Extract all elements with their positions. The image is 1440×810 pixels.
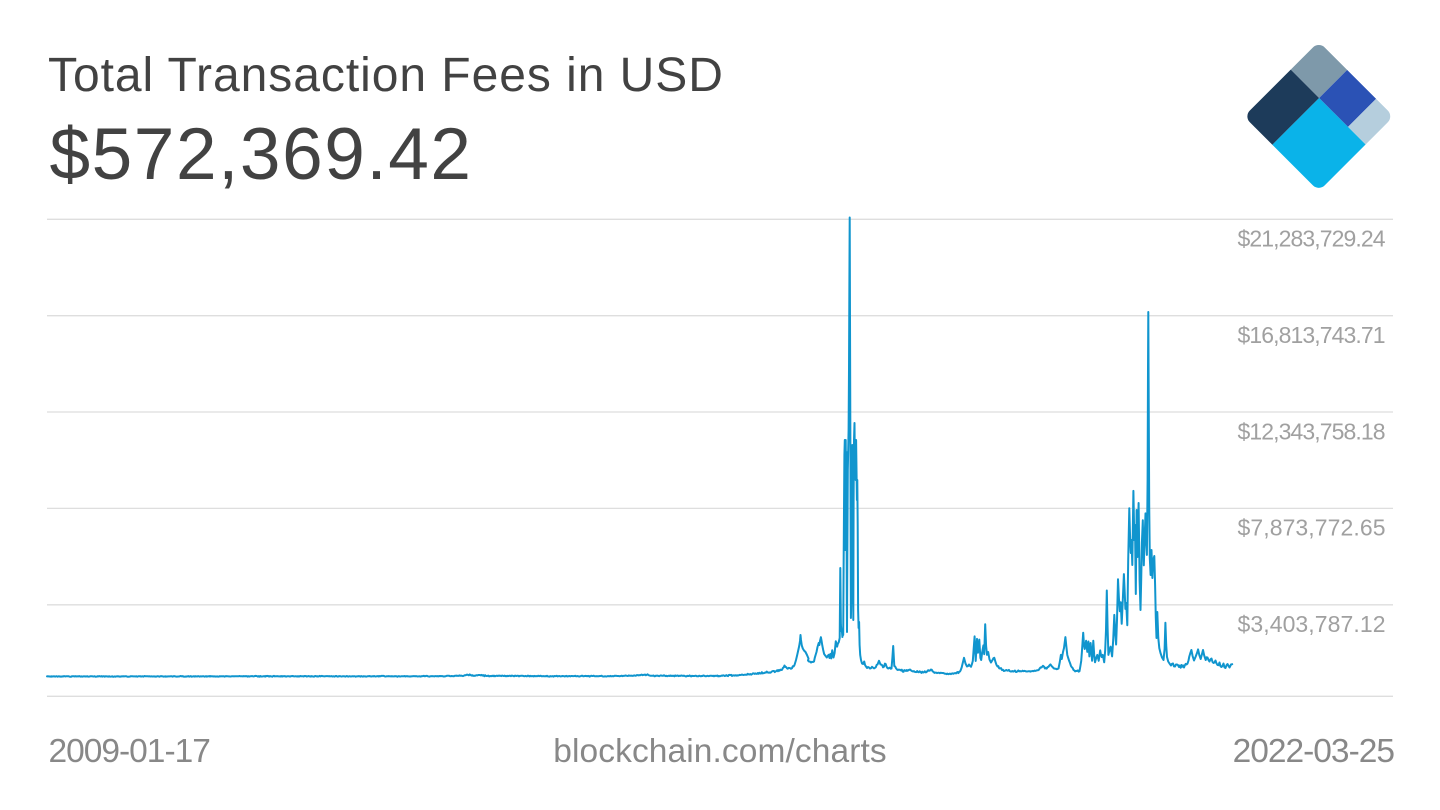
svg-text:$12,343,758.18: $12,343,758.18 bbox=[1238, 418, 1386, 444]
svg-text:$16,813,743.71: $16,813,743.71 bbox=[1238, 322, 1386, 348]
svg-text:$21,283,729.24: $21,283,729.24 bbox=[1238, 226, 1386, 252]
svg-text:$7,873,772.65: $7,873,772.65 bbox=[1238, 515, 1386, 541]
svg-text:$3,403,787.12: $3,403,787.12 bbox=[1238, 611, 1386, 637]
